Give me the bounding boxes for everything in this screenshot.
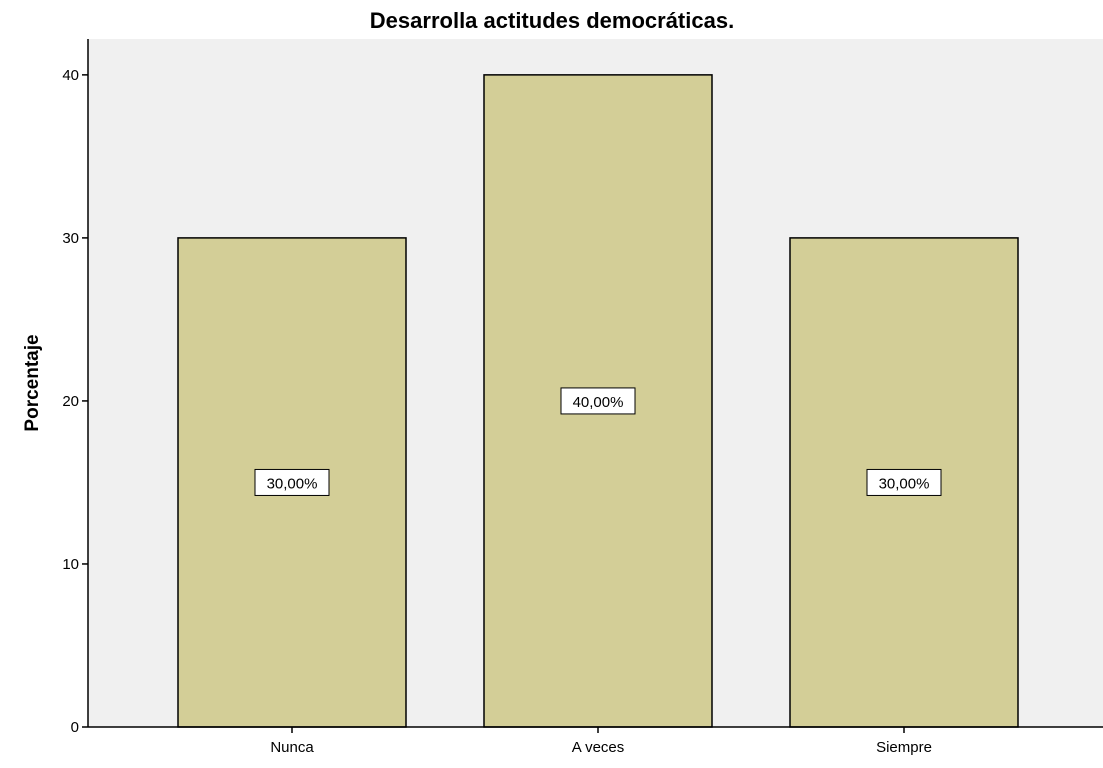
chart-title: Desarrolla actitudes democráticas. (370, 8, 734, 33)
data-label-box (254, 468, 330, 496)
data-label-box (560, 387, 636, 415)
data-label: 30,00% (866, 468, 942, 496)
data-label-text: 40,00% (573, 394, 624, 411)
y-tick-label: 20 (62, 393, 79, 410)
y-tick-label: 10 (62, 556, 79, 573)
x-tick-label: Nunca (270, 739, 314, 756)
y-tick-label: 0 (71, 719, 79, 736)
data-label: 30,00% (254, 468, 330, 496)
axes: 0 10 20 30 40 Nunca A veces Siempre (62, 39, 1103, 756)
y-axis-title: Porcentaje (22, 334, 43, 431)
data-label-text: 30,00% (267, 475, 318, 492)
y-tick-label: 40 (62, 67, 79, 84)
data-label: 40,00% (560, 387, 636, 415)
data-label-text: 30,00% (879, 475, 930, 492)
x-tick-label: A veces (572, 739, 625, 756)
data-label-box (866, 468, 942, 496)
y-tick-label: 30 (62, 230, 79, 247)
x-tick-label: Siempre (876, 739, 932, 756)
data-labels: 30,00% 40,00% 30,00% (254, 387, 942, 496)
